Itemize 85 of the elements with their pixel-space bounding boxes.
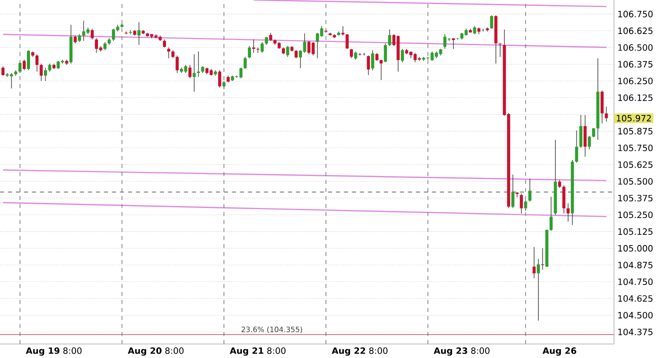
y-tick-label: 104.375	[618, 328, 652, 336]
candlestick	[400, 48, 404, 63]
candlestick	[180, 67, 183, 74]
candlestick	[366, 55, 370, 76]
candlestick	[575, 130, 578, 163]
x-tick-label: Aug 23 8:00	[434, 347, 490, 356]
candlestick	[192, 54, 196, 92]
y-tick-label: 105.000	[618, 245, 653, 252]
y-tick-label: 106.750	[618, 10, 653, 18]
candlestick	[26, 50, 30, 71]
candlestick	[592, 128, 596, 138]
candlestick	[260, 42, 264, 54]
candlestick	[443, 34, 446, 50]
candlestick	[528, 178, 532, 202]
candlestick	[40, 63, 43, 82]
candlestick	[176, 55, 179, 74]
y-tick-label: 106.375	[618, 60, 652, 68]
candlestick	[388, 29, 392, 46]
y-tick-label: 106.250	[618, 78, 653, 84]
candlestick	[22, 59, 26, 71]
x-tick-label: Aug 22 8:00	[332, 347, 388, 356]
candlestick	[90, 28, 94, 40]
candlestick	[550, 196, 553, 232]
candlestick	[536, 258, 540, 321]
candlestick	[604, 106, 608, 122]
candlestick	[452, 38, 455, 50]
candlestick	[341, 26, 344, 36]
candlestick	[532, 246, 536, 279]
candlestick	[384, 43, 387, 63]
candlestick	[137, 22, 140, 46]
candlestick	[244, 56, 247, 70]
y-tick-label: 105.875	[618, 128, 652, 134]
y-tick-label: 104.750	[618, 278, 653, 286]
candlestick	[10, 72, 14, 89]
candlestick	[520, 193, 523, 214]
candlestick	[188, 64, 192, 79]
x-tick-label: Aug 19 8:00	[26, 347, 82, 356]
candlestick	[430, 51, 434, 62]
y-tick-label: 106.625	[618, 28, 652, 34]
y-tick-label: 105.125	[618, 228, 652, 235]
text: 105.972	[616, 114, 651, 122]
candlestick	[239, 67, 242, 79]
candlestick	[414, 52, 417, 63]
y-tick-label: 104.625	[618, 295, 652, 302]
candlestick	[600, 90, 604, 124]
y-tick-label: 104.500	[618, 312, 653, 318]
candlestick	[371, 50, 374, 71]
y-tick-label: 105.250	[618, 212, 653, 218]
candlestick	[248, 46, 251, 59]
y-tick-label: 105.750	[618, 144, 653, 152]
candlestick	[316, 32, 319, 59]
candlestick	[350, 48, 353, 59]
candlestick	[303, 33, 306, 54]
candlestick	[35, 54, 38, 72]
y-tick-label: 106.125	[618, 94, 652, 101]
candlestick	[112, 28, 115, 42]
candlestick	[307, 40, 310, 55]
x-tick-label: Aug 21 8:00	[230, 347, 286, 356]
y-tick-label: 105.500	[618, 178, 653, 185]
candlestick	[562, 185, 566, 214]
candlestick	[490, 15, 494, 30]
candlestick	[196, 51, 200, 78]
x-tick-label: Aug 26	[542, 347, 576, 356]
candlestick	[584, 114, 587, 158]
candlestick	[167, 47, 170, 59]
candlestick	[218, 70, 222, 88]
candlestick	[346, 34, 349, 50]
candlestick	[588, 136, 591, 150]
candlestick	[252, 39, 256, 54]
candlestick	[1, 66, 5, 76]
y-tick-label: 105.625	[618, 161, 652, 168]
y-tick-label: 106.500	[618, 44, 653, 51]
candlestick	[286, 46, 290, 58]
candlestick	[128, 30, 132, 34]
y-tick-label: 104.875	[618, 262, 652, 268]
candlestick	[312, 42, 315, 56]
candlestick	[94, 38, 98, 54]
candlestick	[566, 203, 570, 222]
y-tick-label: 105.375	[618, 194, 652, 202]
candlestick	[82, 20, 86, 42]
candlestick	[579, 114, 582, 148]
x-tick-label: Aug 20 8:00	[128, 347, 184, 356]
candlestick	[44, 67, 47, 82]
candlestick	[511, 174, 514, 208]
candlestick	[380, 59, 383, 80]
